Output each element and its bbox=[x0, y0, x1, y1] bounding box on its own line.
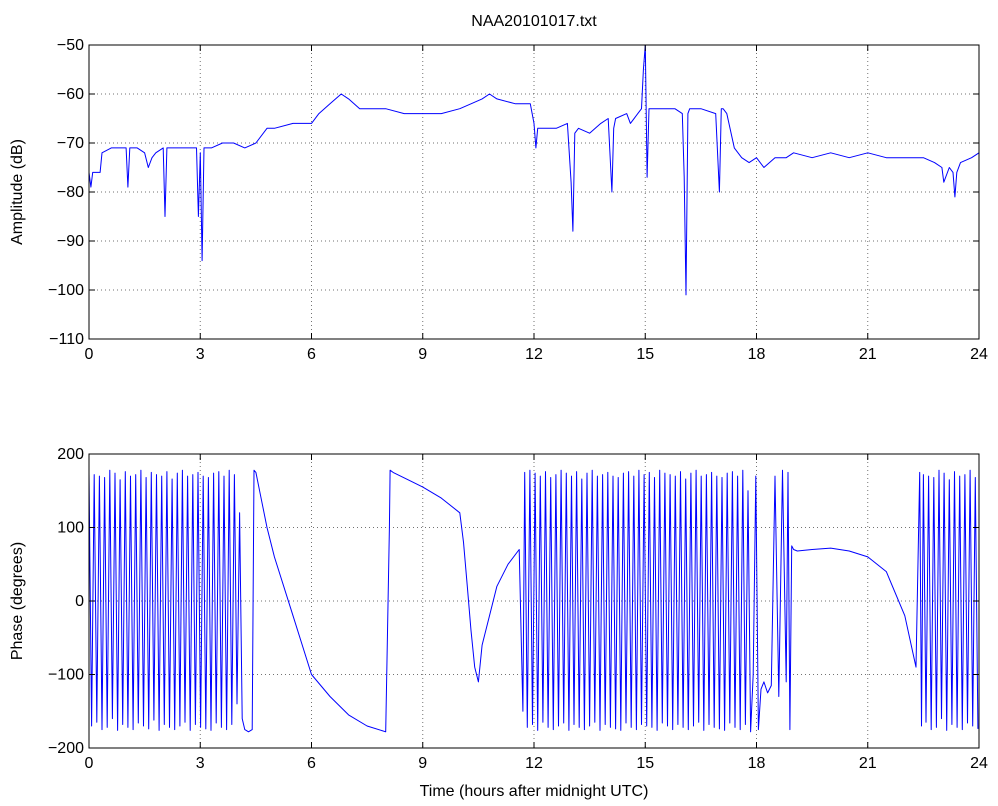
phase-series-line bbox=[88, 469, 979, 733]
phase-axes-box bbox=[88, 453, 980, 749]
amplitude-grid bbox=[89, 45, 979, 339]
x-tick-label: 3 bbox=[196, 755, 205, 772]
phase-plot: Phase (degrees) Time (hours after midnig… bbox=[9, 446, 988, 800]
x-tick-label: 0 bbox=[85, 755, 94, 772]
y-axis-label-amplitude: Amplitude (dB) bbox=[9, 139, 26, 245]
amplitude-series-group bbox=[88, 44, 980, 296]
x-tick-label: 15 bbox=[636, 755, 654, 772]
x-tick-label: 6 bbox=[307, 346, 316, 363]
x-tick-label: 18 bbox=[748, 755, 766, 772]
y-tick-label: 200 bbox=[57, 446, 84, 463]
y-tick-label: 100 bbox=[57, 520, 84, 537]
y-tick-label: −90 bbox=[57, 233, 84, 250]
amplitude-axes-box bbox=[88, 44, 980, 340]
x-tick-label: 21 bbox=[859, 346, 877, 363]
x-tick-label: 9 bbox=[418, 346, 427, 363]
x-tick-label: 18 bbox=[748, 346, 766, 363]
x-tick-label: 0 bbox=[85, 346, 94, 363]
y-axis-label-phase: Phase (degrees) bbox=[9, 542, 26, 660]
phase-ticks: 0 3 6 9 12 15 18 21 24 −200 −100 0 100 200 bbox=[48, 446, 988, 772]
phase-series-group bbox=[88, 469, 979, 733]
x-tick-label: 3 bbox=[196, 346, 205, 363]
y-tick-label: −100 bbox=[48, 282, 84, 299]
x-tick-label: 15 bbox=[636, 346, 654, 363]
x-tick-label: 12 bbox=[525, 346, 543, 363]
y-tick-label: −110 bbox=[49, 331, 84, 348]
chart-title: NAA20101017.txt bbox=[471, 13, 597, 30]
y-tick-label: 0 bbox=[75, 593, 84, 610]
x-tick-label: 24 bbox=[970, 346, 988, 363]
y-tick-label: −200 bbox=[48, 740, 84, 757]
x-tick-label: 21 bbox=[859, 755, 877, 772]
y-tick-label: −70 bbox=[57, 135, 84, 152]
x-tick-label: 9 bbox=[418, 755, 427, 772]
y-tick-label: −100 bbox=[48, 667, 84, 684]
y-tick-label: −50 bbox=[57, 37, 84, 54]
x-axis-label: Time (hours after midnight UTC) bbox=[420, 783, 649, 800]
y-tick-label: −80 bbox=[57, 184, 84, 201]
x-tick-label: 6 bbox=[307, 755, 316, 772]
amplitude-series-line bbox=[88, 44, 980, 296]
amplitude-plot: NAA20101017.txt Amplitude (dB) 0 3 6 9 12 15 1… bbox=[9, 13, 988, 363]
amplitude-ticks: 0 3 6 9 12 15 18 21 24 −110 −100 −90 −80 −70 −60 −50 bbox=[48, 37, 988, 363]
x-tick-label: 12 bbox=[525, 755, 543, 772]
y-tick-label: −60 bbox=[57, 86, 84, 103]
x-tick-label: 24 bbox=[970, 755, 988, 772]
